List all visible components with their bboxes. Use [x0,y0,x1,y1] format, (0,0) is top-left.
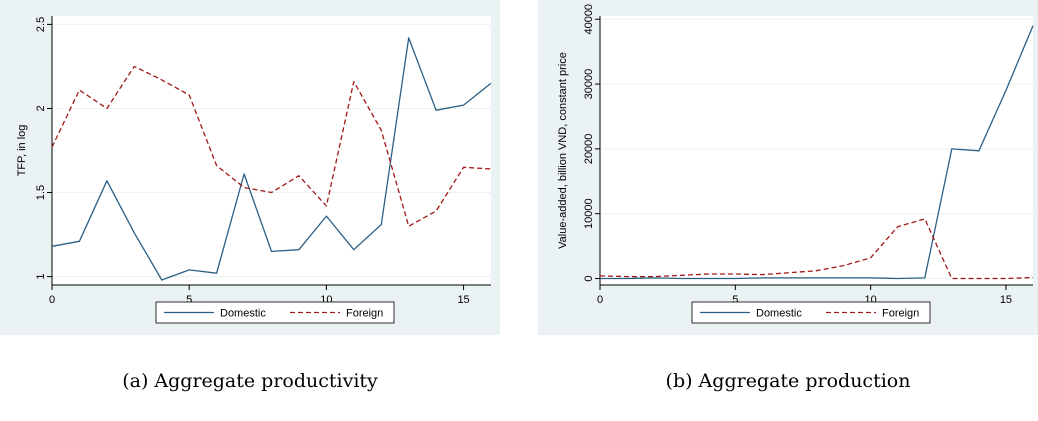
b-ytick-label: 20000 [583,134,595,165]
caption-aggregate-productivity: (a) Aggregate productivity [122,370,378,392]
b-xtick-label: 5 [732,294,738,306]
b-legend-label-domestic: Domestic [756,308,802,320]
a-y-axis-title: TFP, in log [16,125,28,177]
b-legend-box [691,301,931,324]
b-plot-area [600,16,1033,285]
a-legend-label-domestic: Domestic [220,308,266,320]
a-ytick-label: 1.5 [35,185,47,200]
b-series-domestic [600,25,1034,280]
b-xtick-label: 0 [597,294,603,306]
a-xtick-label: 0 [49,294,55,306]
b-ytick-label: 40000 [583,4,595,35]
b-xtick-label: 15 [1000,294,1012,306]
b-y-axis-title: Value-added, billion VND, constant price [557,52,569,249]
a-legend-box [155,301,395,324]
a-ytick-label: 2.5 [35,17,47,32]
chart-aggregate-production: 010000200003000040000051015yearValue-add… [557,4,1034,324]
a-ytick-label: 2 [35,105,47,111]
b-ytick-label: 30000 [583,69,595,100]
a-series-domestic [51,37,492,281]
a-plot-area [52,16,491,285]
a-xtick-label: 5 [186,294,192,306]
b-legend-label-foreign: Foreign [882,308,919,320]
panel-aggregate-production: 010000200003000040000051015yearValue-add… [538,0,1038,335]
b-ytick-label: 0 [583,275,595,281]
a-legend-label-foreign: Foreign [346,308,383,320]
a-xtick-label: 15 [457,294,469,306]
chart-aggregate-productivity: 11.522.5051015yearTFP, in logDomesticFor… [16,16,492,324]
a-series-foreign [51,65,492,227]
caption-aggregate-production: (b) Aggregate production [665,370,911,392]
panel-aggregate-productivity: 11.522.5051015yearTFP, in logDomesticFor… [0,0,500,335]
a-ytick-label: 1 [35,274,47,280]
b-ytick-label: 10000 [583,198,595,229]
b-series-foreign [599,218,1034,280]
